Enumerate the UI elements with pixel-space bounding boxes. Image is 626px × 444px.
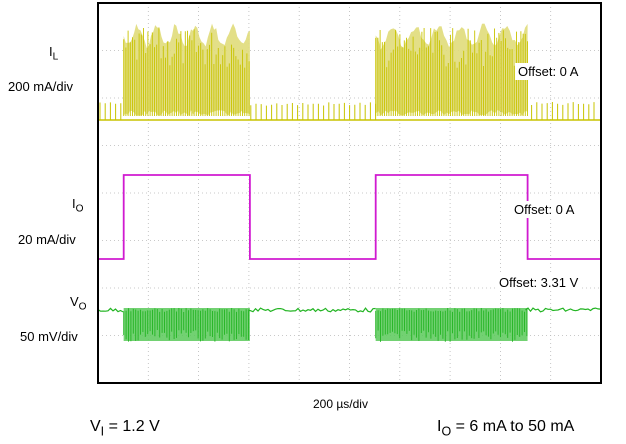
channel-il-sub: L (52, 51, 59, 63)
channel-il-main: I (49, 44, 53, 59)
x-axis-label: 200 µs/div (313, 397, 368, 411)
condition-io-sub: O (441, 424, 452, 439)
channel-vo-main: V (70, 294, 79, 309)
channel-io-main: I (72, 196, 76, 211)
channel-label-il: IL (49, 44, 58, 63)
condition-io: IO = 6 mA to 50 mA (437, 418, 574, 438)
channel-io-sub: O (75, 203, 84, 215)
condition-vi-main: V (90, 418, 101, 435)
vo-trace (97, 307, 601, 313)
vo-ripple-spikes (375, 308, 528, 342)
il-burst-envelope (123, 23, 250, 116)
channel-label-vo: VO (70, 294, 87, 313)
channel-scale-io: 20 mA/div (18, 232, 76, 247)
condition-vi: VI = 1.2 V (90, 418, 160, 438)
channel-vo-sub: O (78, 301, 87, 313)
offset-label-vo: Offset: 3.31 V (496, 274, 582, 291)
channel-label-io: IO (72, 196, 84, 215)
condition-io-main: I (437, 418, 442, 435)
channel-scale-il: 200 mA/div (8, 79, 74, 94)
traces (97, 23, 601, 342)
vo-ripple-spikes (123, 308, 249, 342)
il-burst-spikes (123, 28, 250, 116)
il-burst-envelope (375, 23, 528, 116)
vo-ripple-envelope (375, 308, 528, 341)
il-light-load-spikes (99, 102, 595, 120)
plot-frame (97, 2, 602, 384)
il-burst-spikes (375, 28, 528, 116)
offset-label-il: Offset: 0 A (515, 63, 582, 80)
offset-label-io: Offset: 0 A (511, 201, 578, 218)
condition-vi-rest: = 1.2 V (104, 418, 160, 435)
channel-scale-vo: 50 mV/div (20, 329, 78, 344)
condition-io-rest: = 6 mA to 50 mA (451, 418, 575, 435)
condition-vi-sub: I (100, 424, 105, 439)
